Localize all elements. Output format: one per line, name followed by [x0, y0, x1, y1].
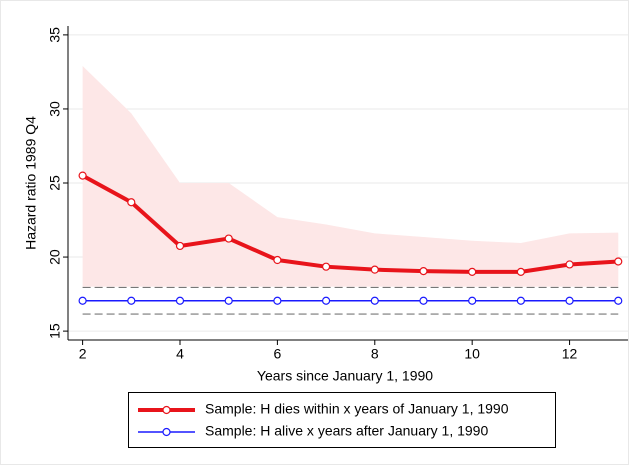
- x-tick-label: 12: [562, 346, 578, 362]
- x-tick-label: 8: [371, 346, 379, 362]
- point: [175, 296, 185, 305]
- point: [224, 234, 233, 243]
- point: [419, 267, 428, 276]
- legend-label: Sample: H dies within x years of January…: [205, 401, 509, 417]
- point: [127, 296, 136, 305]
- legend-marker: [162, 405, 171, 415]
- legend-label: Sample: H alive x years after January 1,…: [205, 423, 488, 439]
- y-tick-label: 35: [47, 27, 63, 43]
- x-tick-label: 2: [79, 346, 87, 362]
- x-tick-label: 6: [273, 346, 281, 362]
- series-line: [81, 173, 619, 274]
- point: [468, 296, 477, 305]
- ci-band: [82, 65, 619, 287]
- y-tick-label: 20: [47, 249, 63, 265]
- legend: [128, 392, 556, 448]
- point: [370, 265, 379, 274]
- x-axis-label: Years since January 1, 1990: [257, 368, 433, 384]
- point: [127, 198, 136, 207]
- legend-marker: [162, 427, 171, 437]
- point: [224, 296, 233, 305]
- point: [516, 296, 525, 305]
- point: [273, 296, 282, 305]
- point: [419, 296, 428, 305]
- point: [78, 171, 87, 180]
- point: [321, 262, 331, 271]
- point: [565, 296, 574, 305]
- y-tick-label: 15: [47, 323, 63, 339]
- point: [321, 296, 331, 305]
- point: [273, 255, 282, 265]
- point: [516, 267, 525, 276]
- point: [370, 296, 379, 305]
- point: [78, 296, 87, 305]
- point: [614, 257, 623, 266]
- y-axis-label: Hazard ratio 1989 Q4: [23, 116, 39, 250]
- x-tick-label: 10: [464, 346, 480, 362]
- point: [565, 260, 574, 269]
- point: [468, 267, 477, 276]
- point: [175, 241, 185, 251]
- x-tick-label: 4: [176, 346, 184, 362]
- y-tick-label: 25: [47, 175, 63, 191]
- y-tick-label: 30: [47, 101, 63, 117]
- point: [614, 296, 623, 305]
